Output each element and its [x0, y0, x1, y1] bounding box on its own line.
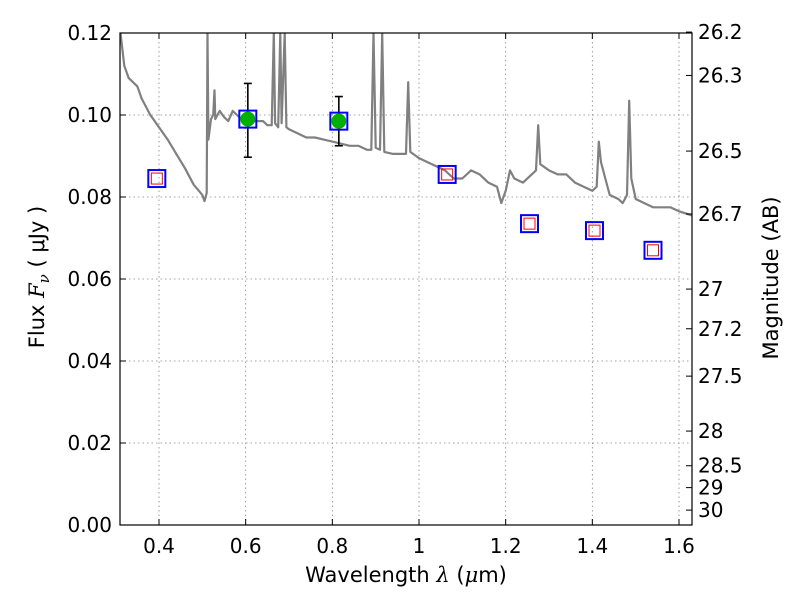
y-tick-label: 0.10	[67, 103, 112, 127]
magnitude-tick-label: 26.3	[698, 63, 743, 87]
magnitude-tick-label: 29	[698, 476, 723, 500]
y-tick-label: 0.12	[67, 21, 112, 45]
y-tick-label: 0.00	[67, 513, 112, 537]
model-photometry-point	[585, 221, 604, 241]
y-axis-ticks: 0.00 0.02 0.04 0.06 0.08 0.10 0.12	[67, 21, 126, 537]
magnitude-tick-label: 30	[698, 498, 723, 522]
model-photometry-point	[520, 214, 539, 234]
x-tick-label: 0.8	[316, 534, 348, 558]
x-tick-label: 1.2	[490, 534, 522, 558]
model-photometry-inner	[647, 244, 659, 257]
magnitude-axis-label: Magnitude (AB)	[759, 196, 783, 359]
x-tick-label: 1.6	[663, 534, 695, 558]
x-tick-label: 1.4	[576, 534, 608, 558]
y-tick-label: 0.04	[67, 349, 112, 373]
magnitude-tick-label: 26.5	[698, 139, 743, 163]
magnitude-tick-label: 28.5	[698, 454, 743, 478]
magnitude-tick-label: 26.2	[698, 20, 743, 44]
x-axis-label: Wavelength λ (μm)	[305, 563, 507, 587]
magnitude-tick-label: 28	[698, 419, 723, 443]
observed-photometry-point	[331, 113, 347, 129]
y-tick-label: 0.02	[67, 431, 112, 455]
x-axis-ticks: 0.4 0.6 0.8 1 1.2 1.4 1.6	[143, 33, 695, 558]
y-tick-label: 0.08	[67, 185, 112, 209]
model-photometry-point	[147, 169, 167, 189]
x-tick-label: 0.6	[230, 534, 262, 558]
observed-frame	[238, 109, 258, 129]
magnitude-tick-label: 27.2	[698, 317, 743, 341]
observed-frame	[329, 111, 349, 131]
sed-spectrum-line	[120, 33, 692, 217]
plot-area	[120, 33, 692, 217]
model-photometry-inner	[150, 172, 163, 185]
magnitude-tick-label: 27.5	[698, 364, 743, 388]
markers-layer	[147, 82, 663, 260]
model-photometry-inner	[441, 168, 454, 181]
x-tick-label: 1	[413, 534, 426, 558]
model-photometry-inner	[588, 224, 601, 237]
model-photometry-point	[643, 240, 663, 260]
magnitude-tick-label: 27	[698, 277, 723, 301]
x-tick-label: 0.4	[143, 534, 175, 558]
grid	[120, 32, 692, 526]
y-axis-label: Flux Fν ( μJy )	[25, 206, 53, 348]
observed-photometry-point	[240, 111, 256, 127]
magnitude-tick-label: 26.7	[698, 202, 743, 226]
model-photometry-inner	[523, 217, 536, 230]
model-photometry-point	[437, 164, 457, 184]
y-tick-label: 0.06	[67, 267, 112, 291]
